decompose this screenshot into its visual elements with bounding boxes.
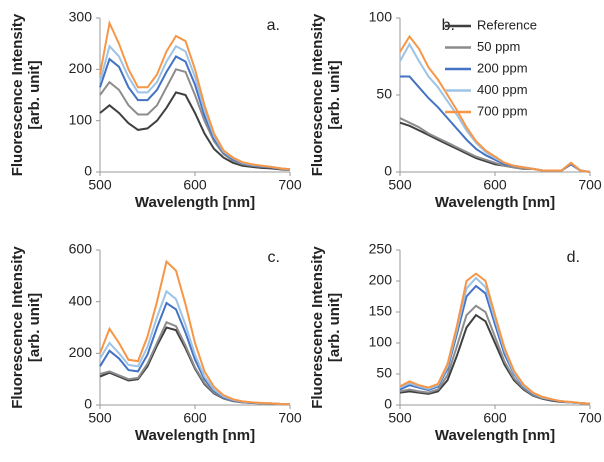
legend-label: 700 ppm bbox=[477, 103, 528, 118]
series-line bbox=[99, 321, 291, 406]
y-axis-label: [arb. unit] bbox=[326, 293, 343, 362]
series-line bbox=[99, 19, 291, 171]
x-axis-label: Wavelength [nm] bbox=[135, 194, 255, 211]
y-tick-label: 100 bbox=[369, 9, 393, 25]
x-tick-label: 500 bbox=[388, 410, 412, 426]
panel-label: c. bbox=[268, 249, 280, 266]
series-line bbox=[399, 34, 591, 173]
y-tick-label: 0 bbox=[84, 396, 92, 412]
y-tick-label: 50 bbox=[376, 365, 392, 381]
y-tick-label: 200 bbox=[69, 344, 93, 360]
y-axis-label: Fluorescence Intensity bbox=[309, 246, 326, 409]
x-tick-label: 600 bbox=[183, 410, 207, 426]
panel-label: a. bbox=[267, 17, 280, 34]
x-axis-label: Wavelength [nm] bbox=[435, 427, 555, 444]
x-tick-label: 500 bbox=[88, 177, 112, 193]
y-tick-label: 50 bbox=[376, 86, 392, 102]
series-line bbox=[99, 259, 291, 406]
legend-label: 50 ppm bbox=[477, 39, 520, 54]
legend-label: Reference bbox=[477, 17, 537, 32]
y-axis-label: Fluorescence Intensity bbox=[309, 13, 326, 176]
x-tick-label: 700 bbox=[278, 410, 302, 426]
x-tick-label: 600 bbox=[483, 410, 507, 426]
y-axis-label: Fluorescence Intensity bbox=[9, 13, 26, 176]
x-tick-label: 600 bbox=[183, 177, 207, 193]
x-tick-label: 700 bbox=[578, 177, 602, 193]
y-tick-label: 200 bbox=[69, 60, 93, 76]
series-line bbox=[399, 121, 591, 173]
y-tick-label: 150 bbox=[369, 303, 393, 319]
x-axis-label: Wavelength [nm] bbox=[435, 194, 555, 211]
y-tick-label: 100 bbox=[369, 334, 393, 350]
y-tick-label: 200 bbox=[369, 272, 393, 288]
y-tick-label: 600 bbox=[69, 241, 93, 257]
y-axis-label: [arb. unit] bbox=[26, 60, 43, 129]
legend-label: 400 ppm bbox=[477, 82, 528, 97]
series-line bbox=[399, 272, 591, 405]
x-tick-label: 700 bbox=[278, 177, 302, 193]
x-tick-label: 600 bbox=[483, 177, 507, 193]
x-tick-label: 500 bbox=[88, 410, 112, 426]
x-tick-label: 700 bbox=[578, 410, 602, 426]
y-tick-label: 0 bbox=[384, 163, 392, 179]
y-axis-label: Fluorescence Intensity bbox=[9, 246, 26, 409]
x-tick-label: 500 bbox=[388, 177, 412, 193]
y-axis-label: [arb. unit] bbox=[326, 60, 343, 129]
series-line bbox=[99, 91, 291, 171]
x-axis-label: Wavelength [nm] bbox=[135, 427, 255, 444]
y-tick-label: 400 bbox=[69, 292, 93, 308]
y-tick-label: 100 bbox=[69, 111, 93, 127]
y-tick-label: 300 bbox=[69, 9, 93, 25]
y-tick-label: 0 bbox=[84, 163, 92, 179]
series-line bbox=[99, 289, 291, 406]
y-axis-label: [arb. unit] bbox=[26, 293, 43, 362]
panel-label: d. bbox=[567, 249, 580, 266]
series-line bbox=[99, 44, 291, 171]
y-tick-label: 0 bbox=[384, 396, 392, 412]
y-tick-label: 250 bbox=[369, 241, 393, 257]
legend-label: 200 ppm bbox=[477, 60, 528, 75]
